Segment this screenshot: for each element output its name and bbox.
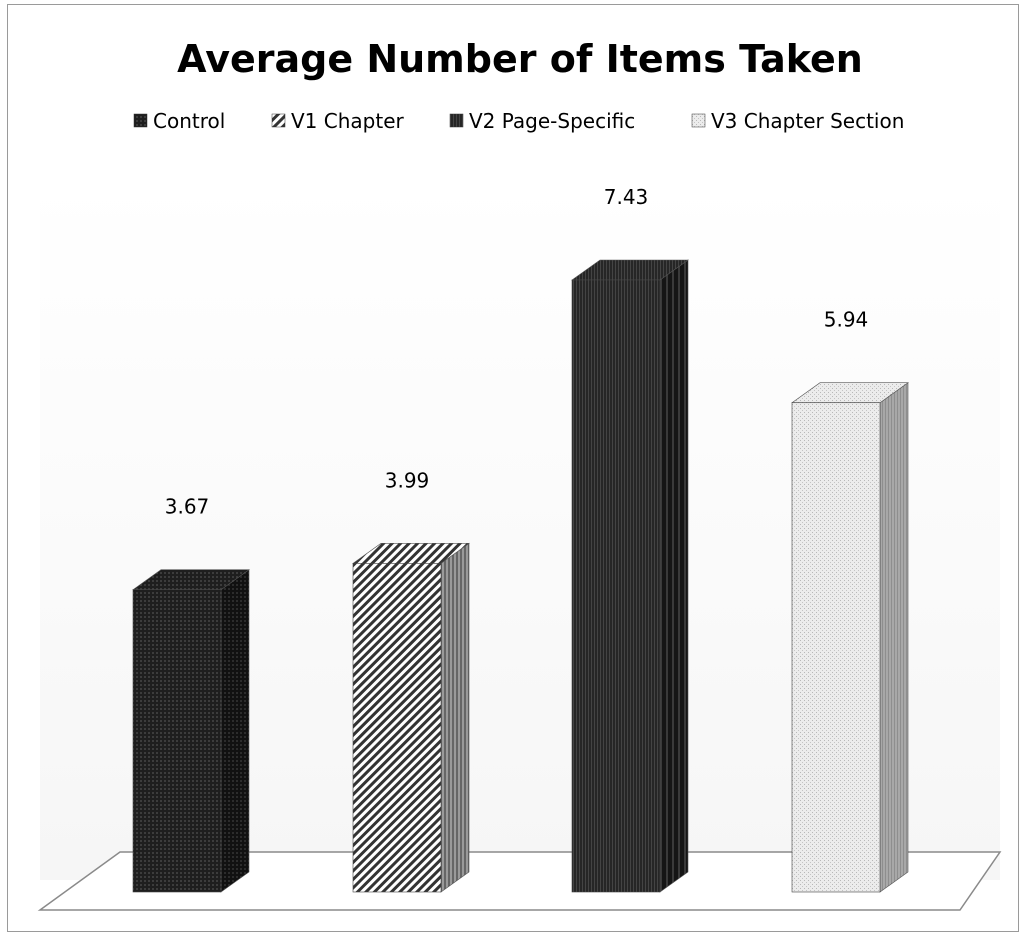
- legend-label-v1-chapter: V1 Chapter: [291, 109, 405, 133]
- legend-label-v3-chapter-section: V3 Chapter Section: [711, 109, 904, 133]
- bar-control: [132, 569, 250, 893]
- bar-v1-chapter: [352, 542, 470, 893]
- data-label-v2-page-specific: 7.43: [604, 185, 649, 209]
- legend-swatch-v2-page-specific: [449, 113, 464, 128]
- data-label-control: 3.67: [165, 495, 210, 519]
- data-label-v3-chapter-section: 5.94: [824, 308, 869, 332]
- legend: Control V1 Chapter V2 Page-Specific V3 Chap…: [133, 109, 904, 133]
- chart-title: Average Number of Items Taken: [177, 37, 863, 81]
- legend-swatch-v1-chapter: [271, 113, 286, 128]
- data-label-v1-chapter: 3.99: [385, 468, 430, 492]
- legend-label-control: Control: [153, 109, 225, 133]
- bar-v3-chapter-section: [791, 382, 909, 893]
- data-labels-group: 3.67 3.99 7.43 5.94: [165, 185, 869, 519]
- bar-v2-page-specific: [571, 259, 689, 893]
- bars-group: [132, 259, 909, 893]
- legend-label-v2-page-specific: V2 Page-Specific: [469, 109, 635, 133]
- legend-swatch-control: [133, 113, 148, 128]
- legend-swatch-v3-chapter-section: [691, 113, 706, 128]
- floor: [37, 851, 1002, 911]
